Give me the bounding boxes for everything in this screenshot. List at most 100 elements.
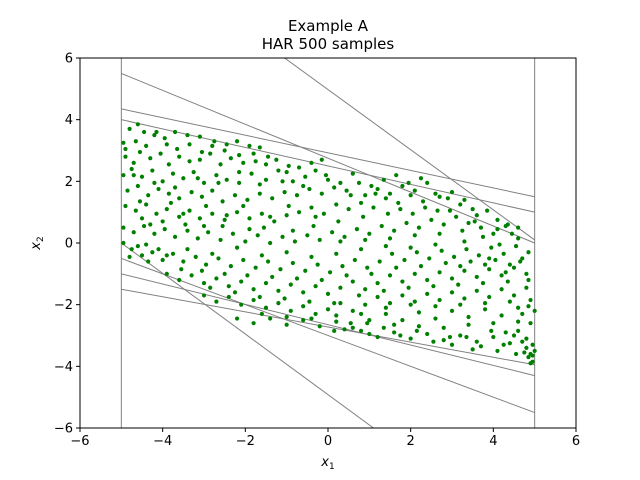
y-tick-label: 4 [65,113,73,128]
data-point [369,271,374,276]
data-point [197,157,202,162]
constraint-line-8 [284,58,535,241]
data-point [516,328,521,333]
data-point [131,160,136,165]
data-point [507,299,512,304]
data-point [429,217,434,222]
data-point [474,288,479,293]
data-point [487,294,492,300]
data-point [121,225,126,230]
data-point [129,166,134,172]
data-point [195,236,200,241]
data-point [210,251,215,256]
data-point [501,342,506,347]
data-point [356,180,362,185]
data-point [528,361,533,366]
data-point [241,160,246,165]
sample-points [121,122,537,366]
data-point [164,206,169,212]
data-point [414,250,419,255]
data-point [276,168,281,173]
data-point [251,287,256,292]
data-point [501,251,506,256]
data-point [239,279,244,284]
data-point [239,302,244,307]
data-point [129,247,134,252]
data-point [480,234,486,239]
data-point [208,151,213,156]
y-axis-label: x2 [29,236,46,250]
data-point [241,203,246,209]
x-tick-label: 0 [324,434,332,449]
y-tick-label: −6 [54,422,73,437]
data-point [237,153,242,158]
data-point [199,268,205,273]
data-point [408,193,413,198]
data-point [257,145,262,150]
data-point [251,321,256,326]
data-point [387,236,393,241]
data-point [146,259,151,264]
data-point [350,325,355,330]
data-point [170,251,176,256]
data-point [526,304,531,309]
data-point [135,183,140,189]
data-point [470,347,475,352]
data-point [284,169,289,175]
data-point [338,180,343,185]
data-point [344,188,349,193]
data-point [447,334,453,340]
data-point [121,140,126,145]
data-point [352,257,357,263]
data-point [334,313,339,318]
data-point [257,182,262,187]
data-point [489,328,494,333]
data-point [464,247,469,252]
data-point [466,314,471,320]
data-point [408,245,413,250]
data-point [505,222,510,227]
data-point [456,282,461,287]
data-point [511,265,517,270]
data-point [237,180,242,185]
data-point [253,159,258,164]
data-point [152,132,157,138]
data-point [255,233,260,238]
data-point [524,271,529,276]
data-point [121,240,126,246]
data-point [327,270,333,275]
data-point [321,211,326,216]
data-point [292,239,298,244]
x-axis-label-subscript: 1 [329,462,335,472]
data-point [201,223,207,229]
y-axis-ticks: −6 −4 −2 0 2 4 6 [54,52,80,437]
data-point [166,191,171,196]
data-point [375,294,380,300]
y-tick-label: −4 [54,360,73,375]
data-point [464,334,469,340]
constraint-line-5 [121,257,535,414]
data-point [232,290,238,295]
data-point [197,134,202,139]
data-point [520,256,525,261]
data-point [307,299,312,304]
data-point [224,177,229,182]
data-point [383,311,388,317]
data-point [520,339,525,344]
data-point [154,129,159,135]
data-point [526,250,531,255]
data-point [332,185,337,190]
data-point [449,190,455,195]
data-point [197,216,202,221]
data-point [187,159,192,164]
data-point [358,328,364,333]
data-point [185,228,190,233]
data-point [404,220,409,226]
data-point [232,193,238,198]
data-point [470,206,475,212]
data-point [284,213,289,218]
data-point [301,290,306,295]
data-point [433,242,438,247]
data-point [449,308,455,313]
data-point [251,297,256,303]
